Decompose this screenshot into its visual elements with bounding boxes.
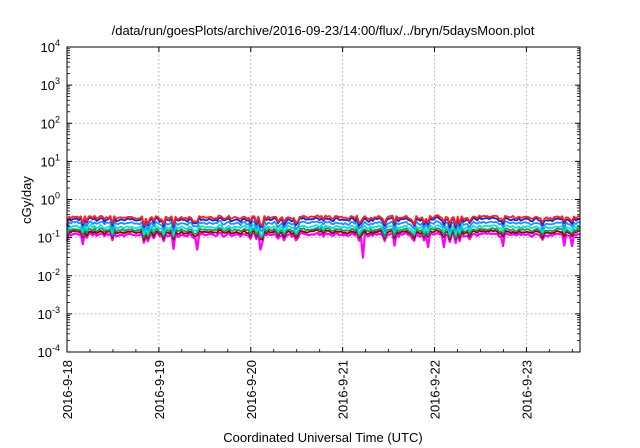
series-line-4 [66,223,581,237]
y-tick-label: 103 [41,76,60,93]
y-tick-label: 102 [41,114,60,131]
y-tick-label: 10-3 [38,305,60,322]
y-axis: 10-4 10-3 10-2 10-1 100 101 102 103 104 [38,38,580,360]
x-tick-label: 2016-9-23 [519,360,534,419]
series-line-5 [66,219,581,233]
series-line-2 [66,228,581,242]
y-tick-label: 101 [41,152,60,169]
x-tick-label: 2016-9-18 [60,360,75,419]
x-tick-label: 2016-9-20 [244,360,259,419]
y-tick-label: 10-1 [38,229,60,246]
x-tick-label: 2016-9-19 [152,360,167,419]
y-axis-title: cGy/day [19,176,34,224]
x-tick-label: 2016-9-21 [336,360,351,419]
series-line-3 [66,226,581,240]
x-axis-title: Coordinated Universal Time (UTC) [223,430,422,445]
y-tick-label: 100 [41,191,60,208]
grid [67,47,580,352]
series-line-7 [66,214,581,227]
series-layer [65,214,581,259]
chart-title: /data/run/goesPlots/archive/2016-09-23/1… [112,23,535,38]
x-axis: 2016-9-18 2016-9-19 2016-9-20 2016-9-21 2016… [60,47,573,419]
x-tick-label: 2016-9-22 [428,360,443,419]
y-tick-label: 10-4 [38,343,60,360]
y-tick-label: 104 [41,38,60,55]
y-tick-label: 10-2 [38,267,60,284]
